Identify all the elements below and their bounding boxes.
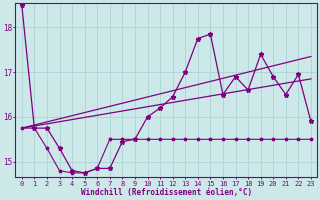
X-axis label: Windchill (Refroidissement éolien,°C): Windchill (Refroidissement éolien,°C) <box>81 188 252 197</box>
